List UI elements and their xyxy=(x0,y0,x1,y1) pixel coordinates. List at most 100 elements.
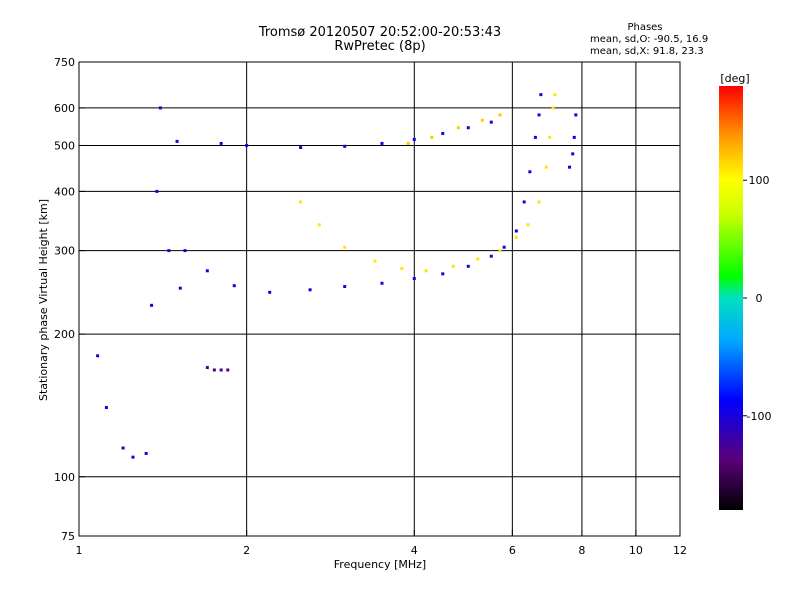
data-point xyxy=(232,284,236,288)
data-point xyxy=(424,269,428,273)
data-point xyxy=(205,366,209,370)
data-point xyxy=(205,269,209,273)
data-point xyxy=(412,277,416,281)
data-point xyxy=(514,229,518,233)
phase-stats-heading: Phases xyxy=(627,22,663,33)
data-point xyxy=(441,131,445,135)
x-tick-label: 10 xyxy=(629,544,643,557)
y-axis-label: Stationary phase Virtual Height [km] xyxy=(37,199,50,401)
colorbar-tick-label: -100 xyxy=(747,410,772,423)
data-point xyxy=(498,249,502,253)
data-point xyxy=(528,170,532,174)
y-tick-label: 400 xyxy=(54,185,75,198)
phase-stats-o-mode: mean, sd,O: -90.5, 16.9 xyxy=(590,34,709,45)
data-point xyxy=(245,143,249,147)
data-point xyxy=(514,235,518,239)
data-point xyxy=(537,200,541,204)
data-point xyxy=(343,285,347,289)
data-point xyxy=(489,254,493,258)
data-point xyxy=(219,141,223,145)
data-point xyxy=(489,120,493,124)
y-tick-label: 75 xyxy=(61,530,75,543)
colorbar xyxy=(719,86,743,510)
data-point xyxy=(551,106,555,110)
data-point xyxy=(380,141,384,145)
data-points xyxy=(96,93,578,459)
data-point xyxy=(104,406,108,410)
y-tick-label: 750 xyxy=(54,56,75,69)
chart-subtitle: RwPretec (8p) xyxy=(334,39,426,54)
data-point xyxy=(317,223,321,227)
data-point xyxy=(131,455,135,459)
data-point xyxy=(96,354,100,358)
y-tick-label: 500 xyxy=(54,139,75,152)
data-point xyxy=(150,303,154,307)
data-point xyxy=(158,106,162,110)
data-point xyxy=(121,446,125,450)
x-tick-label: 4 xyxy=(411,544,418,557)
data-point xyxy=(441,272,445,276)
phase-stats: Phases mean, sd,O: -90.5, 16.9 mean, sd,… xyxy=(590,22,709,58)
data-point xyxy=(572,135,576,139)
data-point xyxy=(144,451,148,455)
data-point xyxy=(212,368,216,372)
data-point xyxy=(480,118,484,122)
phase-stats-x-mode: mean, sd,X: 91.8, 23.3 xyxy=(590,46,704,57)
data-point xyxy=(406,141,410,145)
data-point xyxy=(539,93,543,97)
data-point xyxy=(526,223,530,227)
data-point xyxy=(400,267,404,271)
data-point xyxy=(155,189,159,193)
x-axis-label: Frequency [MHz] xyxy=(334,558,426,571)
colorbar-tick-label: 100 xyxy=(749,174,770,187)
data-point xyxy=(430,135,434,139)
data-point xyxy=(299,146,303,150)
y-tick-label: 200 xyxy=(54,328,75,341)
data-point xyxy=(175,139,179,143)
x-tick-label: 1 xyxy=(76,544,83,557)
data-point xyxy=(553,93,557,97)
data-point xyxy=(343,245,347,249)
x-tick-label: 12 xyxy=(673,544,687,557)
data-point xyxy=(466,264,470,268)
y-tick-label: 600 xyxy=(54,102,75,115)
x-tick-label: 2 xyxy=(243,544,250,557)
data-point xyxy=(178,286,182,290)
colorbar-ticks: 100 0 -100 xyxy=(743,174,771,423)
x-tick-label: 6 xyxy=(509,544,516,557)
plot-frame xyxy=(78,61,681,537)
data-point xyxy=(412,137,416,141)
data-point xyxy=(308,288,312,292)
data-point xyxy=(343,144,347,148)
data-point xyxy=(183,249,187,253)
chart-title: Tromsø 20120507 20:52:00-20:53:43 xyxy=(258,25,502,40)
data-point xyxy=(548,135,552,139)
data-point xyxy=(544,165,548,169)
data-point xyxy=(373,259,377,263)
data-point xyxy=(574,113,578,117)
data-point xyxy=(571,152,575,156)
data-point xyxy=(456,126,460,130)
data-point xyxy=(219,368,223,372)
data-point xyxy=(502,245,506,249)
y-tick-label: 300 xyxy=(54,245,75,258)
data-point xyxy=(568,165,572,169)
data-point xyxy=(537,113,541,117)
data-point xyxy=(451,264,455,268)
y-tick-label: 100 xyxy=(54,471,75,484)
data-point xyxy=(476,257,480,261)
data-point xyxy=(299,200,303,204)
data-point xyxy=(522,200,526,204)
data-point xyxy=(533,135,537,139)
grid-lines xyxy=(79,62,680,536)
x-tick-label: 8 xyxy=(578,544,585,557)
data-point xyxy=(226,368,230,372)
data-point xyxy=(498,113,502,117)
data-point xyxy=(466,126,470,130)
data-point xyxy=(380,281,384,285)
data-point xyxy=(167,249,171,253)
colorbar-unit: [deg] xyxy=(720,72,749,85)
data-point xyxy=(268,290,272,294)
